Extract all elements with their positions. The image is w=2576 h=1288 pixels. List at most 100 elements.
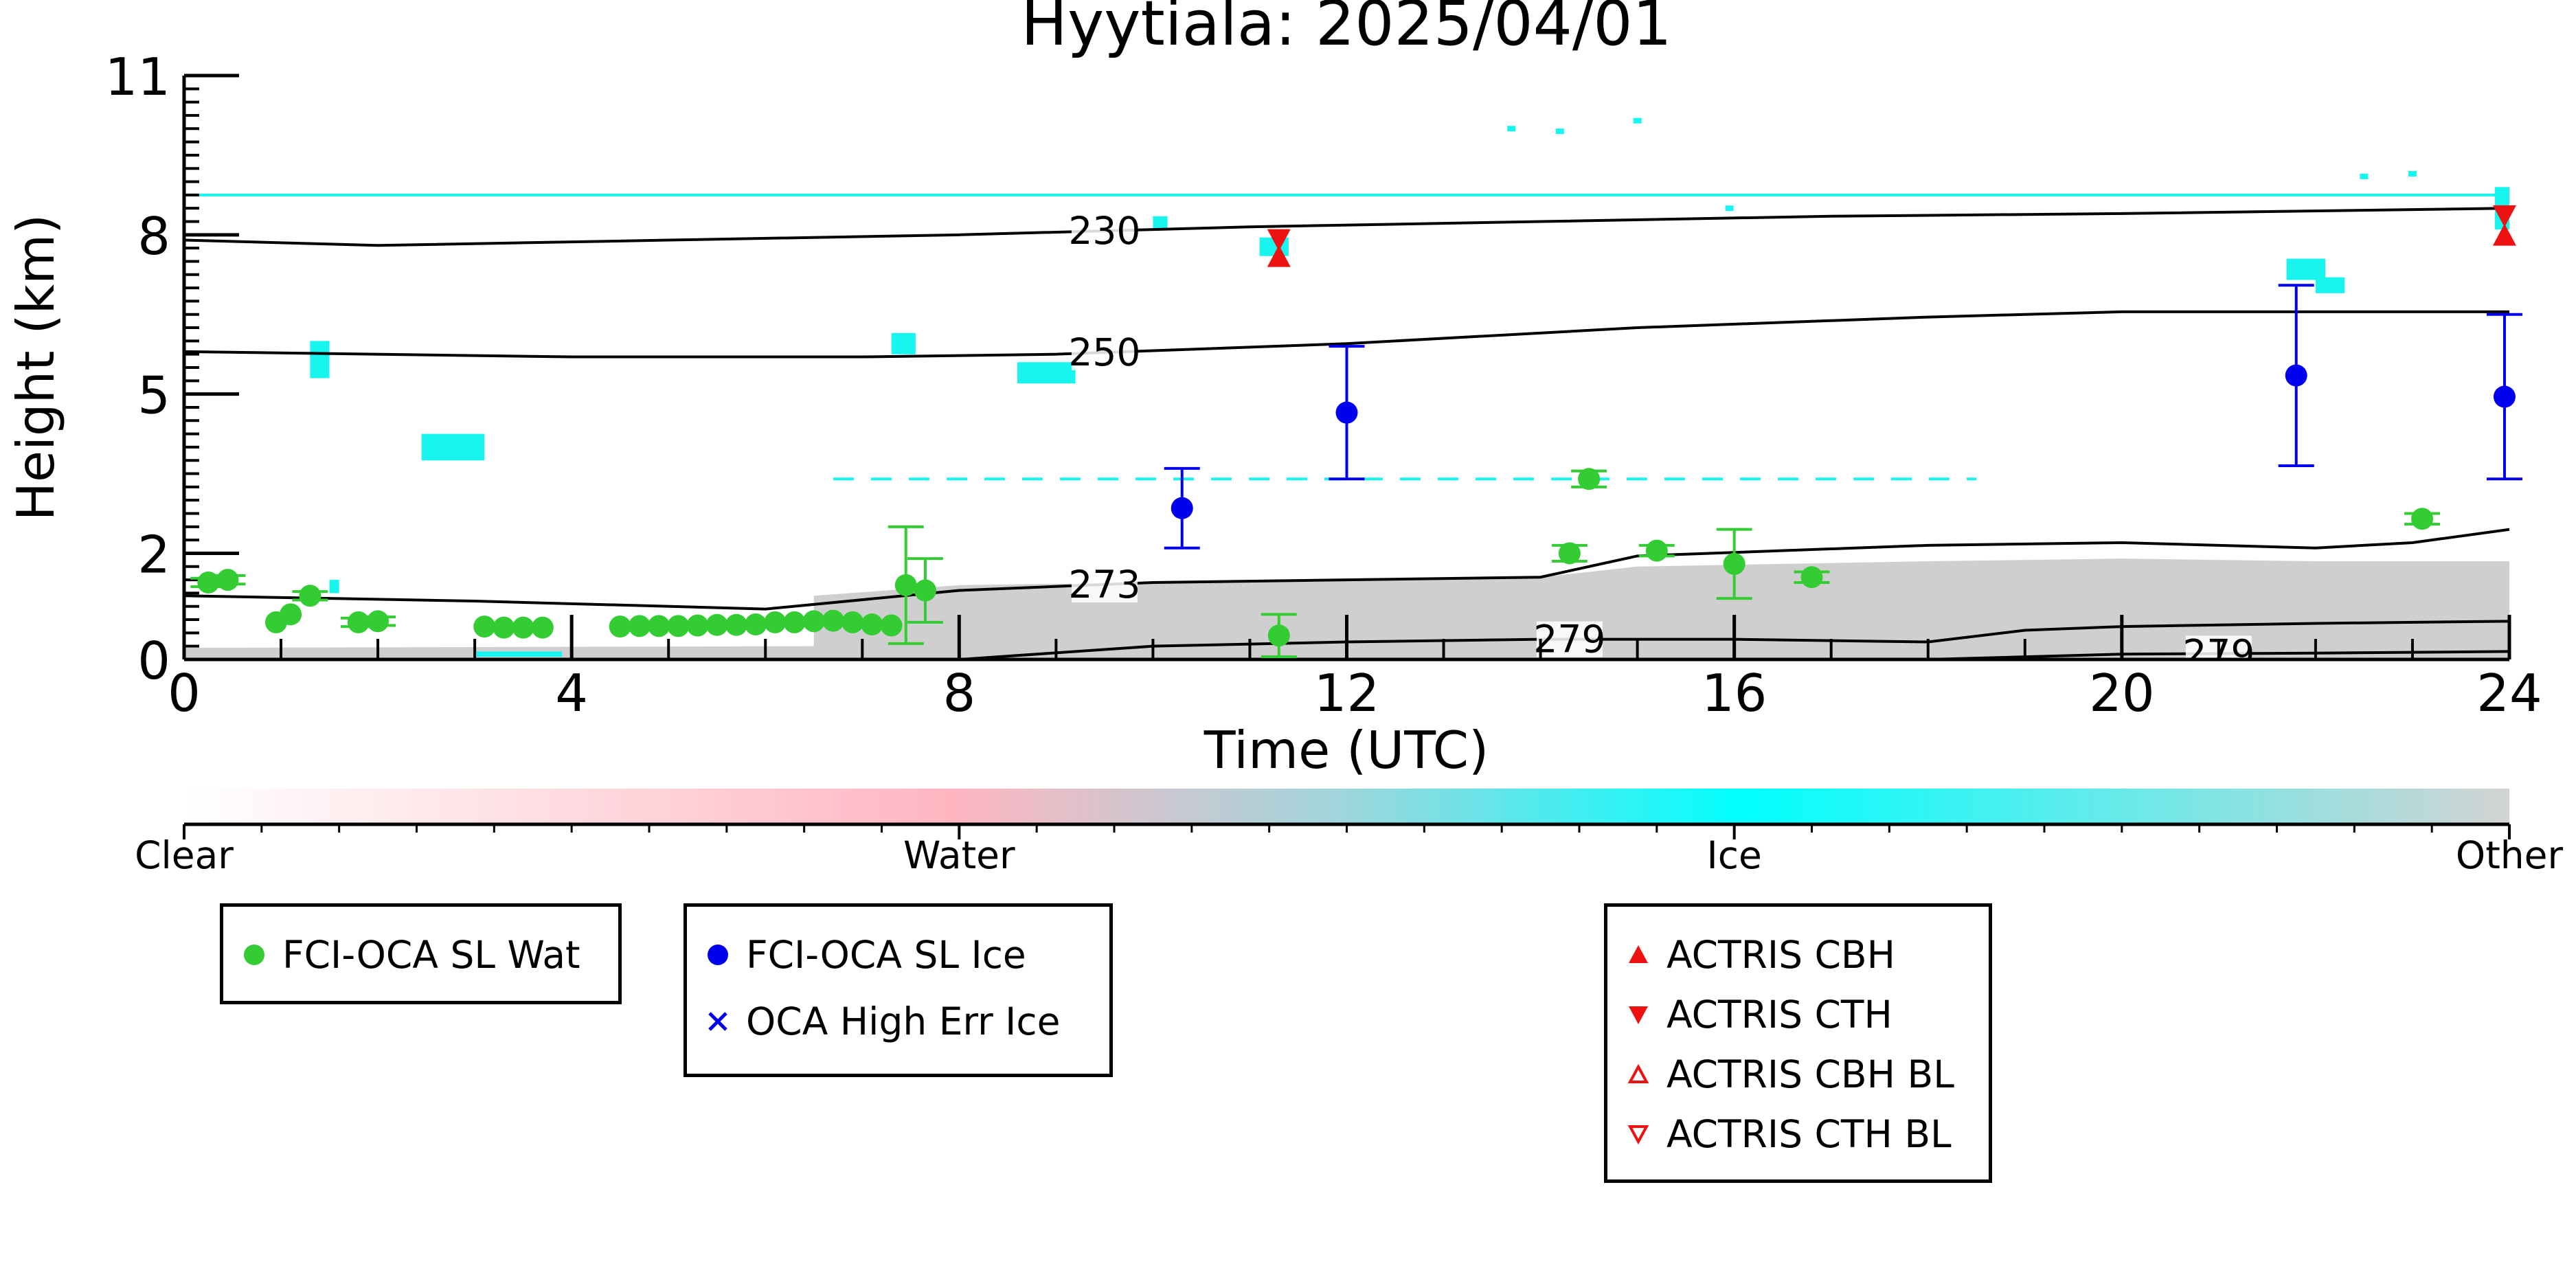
data-point [1723, 552, 1745, 575]
ice-patch [1153, 216, 1168, 230]
data-point [473, 615, 496, 638]
data-point [2493, 385, 2516, 408]
ice-patch [2286, 258, 2326, 280]
data-point [347, 611, 370, 633]
data-point [1800, 566, 1823, 589]
legend-label: OCA High Err Ice [746, 999, 1061, 1043]
colorbar: Clear Water Ice Other [135, 789, 2563, 877]
data-point [531, 616, 554, 639]
legend-label: FCI-OCA SL Wat [282, 933, 580, 977]
contour-label: 230 [1068, 209, 1140, 253]
colorbar-label: Water [903, 833, 1015, 877]
ice-patch [329, 580, 339, 594]
data-point [2285, 364, 2307, 387]
data-point [493, 616, 515, 639]
legend-item-oca-high-err-ice: OCA High Err Ice [705, 999, 1061, 1043]
data-point [822, 609, 844, 632]
legend-label: ACTRIS CTH BL [1667, 1112, 1952, 1156]
data-point [841, 611, 864, 633]
colorbar-label: Ice [1707, 833, 1762, 877]
data-point [1267, 229, 1291, 251]
legend-label: ACTRIS CBH BL [1667, 1052, 1954, 1096]
data-point [609, 615, 631, 638]
ice-patch [475, 651, 563, 657]
ice-speck [1633, 117, 1642, 124]
legend-label: FCI-OCA SL Ice [746, 933, 1026, 977]
temperature-contour [184, 207, 2509, 247]
x-tick-label: 0 [168, 663, 201, 723]
ice-patch [2315, 277, 2345, 293]
axes: 0 2 5 8 11 0 4 8 12 16 20 24 [105, 47, 2542, 723]
contour-label: 273 [1068, 563, 1140, 607]
data-point [894, 574, 917, 596]
legend-item-actris-cth: ACTRIS CTH [1625, 993, 1893, 1037]
data-point [1558, 542, 1581, 565]
legend-ice: FCI-OCA SL Ice OCA High Err Ice [683, 903, 1113, 1077]
contour-label-bg [1071, 213, 1138, 249]
colorbar-label: Other [2456, 833, 2564, 877]
data-point [1645, 539, 1668, 562]
x-tick-label: 12 [1314, 663, 1379, 723]
ice-speck [2360, 173, 2369, 179]
data-point [2492, 223, 2516, 246]
data-point [802, 610, 825, 633]
red-open-triangle-down-icon [1627, 1125, 1649, 1145]
x-axis-label: Time (UTC) [1204, 720, 1489, 780]
red-triangle-down-icon [1629, 1006, 1648, 1024]
chart-title: Hyytiala: 2025/04/01 [1021, 0, 1671, 60]
data-point [280, 603, 302, 626]
contour-label: 279 [1533, 618, 1605, 662]
data-point [725, 613, 747, 636]
temperature-contour [184, 310, 2509, 359]
ice-patch [1017, 362, 1076, 384]
data-point [1267, 624, 1290, 647]
data-point [2492, 205, 2516, 227]
data-point [705, 613, 728, 636]
data-point [861, 613, 883, 635]
red-triangle-up-icon [1629, 945, 1648, 963]
blue-x-marker-icon [708, 1012, 727, 1031]
legend-actris: ACTRIS CBH ACTRIS CTH ACTRIS CBH BL ACTR… [1604, 903, 1992, 1183]
legend-item-actris-cbh: ACTRIS CBH [1625, 933, 1895, 977]
legend-item-fci-oca-sl-wat: FCI-OCA SL Wat [241, 933, 580, 977]
y-axis-label: Height (km) [5, 214, 66, 521]
contour-label-bg [1536, 621, 1603, 657]
data-point [648, 615, 670, 637]
ice-speck [2408, 170, 2417, 177]
data-point [667, 615, 690, 637]
data-point [299, 585, 321, 607]
data-point [880, 614, 903, 637]
data-markers [190, 205, 2522, 659]
y-tick-label: 5 [137, 365, 170, 426]
contour-label-bg [1071, 566, 1138, 602]
data-point [1335, 401, 1358, 424]
x-tick-label: 16 [1702, 663, 1767, 723]
data-point [197, 571, 220, 594]
data-point [1171, 497, 1193, 519]
data-point [764, 611, 787, 633]
data-point [745, 613, 767, 635]
data-point [367, 610, 389, 633]
y-tick-label: 8 [137, 206, 170, 267]
colorbar-label: Clear [135, 833, 234, 877]
legend-item-actris-cbh-bl: ACTRIS CBH BL [1625, 1052, 1954, 1096]
y-tick-label: 2 [137, 524, 170, 585]
data-point [2411, 508, 2434, 530]
green-circle-marker-icon [244, 945, 264, 965]
blue-circle-marker-icon [708, 945, 728, 965]
x-tick-label: 4 [555, 663, 588, 723]
other-class-region [184, 558, 2509, 659]
data-point [1578, 468, 1601, 490]
x-tick-label: 8 [942, 663, 975, 723]
legend-item-fci-oca-sl-ice: FCI-OCA SL Ice [705, 933, 1026, 977]
legend-item-actris-cth-bl: ACTRIS CTH BL [1625, 1112, 1952, 1156]
ice-patch [891, 332, 916, 354]
x-tick-label: 24 [2476, 663, 2542, 723]
contour-label: 250 [1068, 330, 1140, 374]
data-point [783, 611, 806, 633]
ice-patch [310, 341, 330, 379]
data-point [914, 579, 936, 602]
ice-speck [1725, 205, 1734, 212]
